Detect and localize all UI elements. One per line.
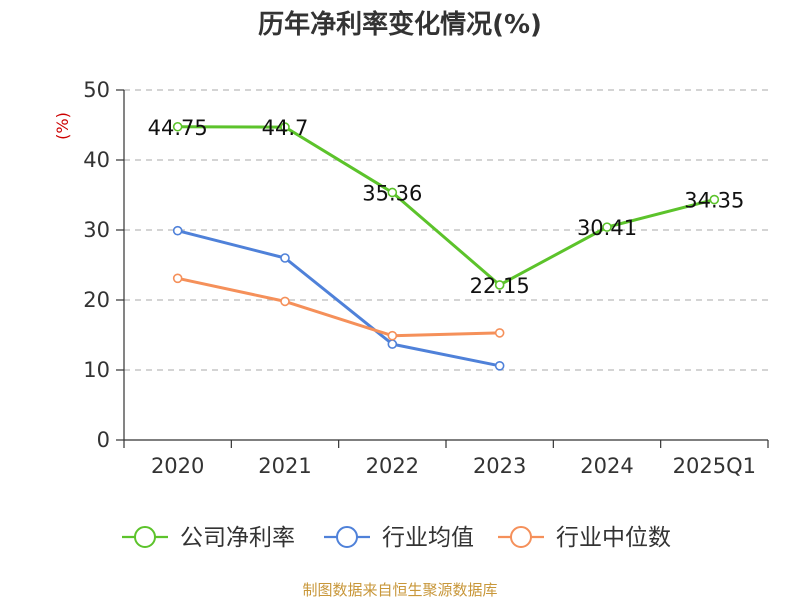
gridlines: [124, 89, 768, 371]
legend: 公司净利率 行业均值 行业中位数: [122, 525, 671, 551]
data-labels: 44.75 44.7 35.36 22.15 30.41 34.35: [148, 116, 745, 298]
y-tick-label: 10: [83, 358, 110, 382]
series-line-2: [176, 276, 502, 338]
legend-marker-icon: [336, 526, 358, 548]
data-label: 34.35: [684, 189, 744, 213]
y-axis-unit-label: (%): [53, 112, 72, 140]
x-tick-label: 2023: [473, 454, 526, 478]
data-point-2: [494, 328, 505, 338]
data-point-2: [387, 330, 398, 341]
data-label: 35.36: [362, 181, 422, 205]
data-point-0: [602, 222, 612, 232]
data-label: 44.75: [148, 116, 208, 140]
legend-label: 行业中位数: [556, 525, 671, 551]
data-point-1: [387, 339, 398, 349]
data-point-1: [172, 225, 183, 236]
data-point-1: [494, 360, 505, 371]
axes: 0 10 20 30 40 50 2020 2021 2022 2023 2024 2025Q1: [83, 78, 769, 478]
legend-item-0[interactable]: 公司净利率: [122, 525, 295, 551]
series-lines: [172, 121, 720, 371]
data-label: 44.7: [262, 116, 309, 140]
data-point-0: [709, 194, 720, 205]
source-note: 制图数据来自恒生聚源数据库: [302, 581, 497, 599]
y-tick-label: 30: [83, 218, 110, 242]
legend-label: 行业均值: [382, 525, 474, 551]
legend-item-2[interactable]: 行业中位数: [498, 525, 671, 551]
series-line-1: [176, 229, 502, 368]
x-tick-label: 2024: [580, 454, 633, 478]
series-line-0: [176, 125, 716, 287]
data-point-2: [172, 273, 183, 284]
legend-marker-icon: [510, 526, 532, 548]
data-point-0: [172, 121, 183, 132]
data-point-0: [494, 280, 505, 290]
y-tick-label: 40: [83, 148, 110, 172]
data-point-2: [280, 296, 290, 307]
data-label: 22.15: [470, 274, 530, 298]
y-tick-label: 50: [83, 78, 110, 102]
chart-title: 历年净利率变化情况(%): [258, 9, 542, 40]
data-point-0: [387, 187, 398, 198]
x-tick-label: 2021: [258, 454, 311, 478]
data-label: 30.41: [577, 216, 637, 240]
x-tick-label: 2022: [366, 454, 419, 478]
y-tick-label: 20: [83, 288, 110, 312]
legend-marker-icon: [134, 526, 156, 548]
x-tick-label: 2020: [151, 454, 204, 478]
x-tick-label: 2025Q1: [673, 454, 756, 478]
legend-label: 公司净利率: [180, 525, 295, 551]
data-point-1: [280, 253, 290, 263]
y-tick-label: 0: [97, 428, 110, 452]
data-point-0: [280, 122, 290, 132]
legend-item-1[interactable]: 行业均值: [324, 525, 474, 551]
